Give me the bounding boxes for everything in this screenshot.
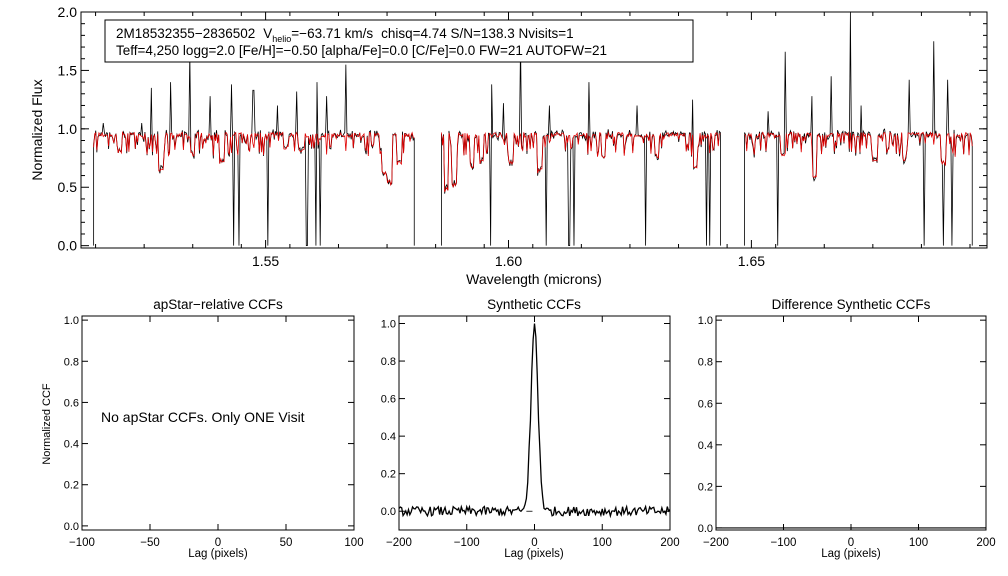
apstar-ccf-xlabel: Lag (pixels)	[188, 548, 248, 560]
synthetic-ccf-title: Synthetic CCFs	[487, 297, 581, 312]
synthetic-ccf-xtick-label: 200	[660, 537, 679, 549]
synthetic-ccf-data	[398, 323, 671, 519]
fit-stats: chisq=4.74 S/N=138.3 Nvisits=1	[381, 26, 574, 41]
synthetic-ccf-ytick-label: 0.8	[381, 356, 396, 368]
observed-spectrum-chip-2	[441, 41, 721, 247]
spectrum-xtick-label: 1.60	[495, 253, 522, 269]
synthetic-ccf-panel: Synthetic CCFs Lag (pixels) −200 −100 0 100…	[381, 297, 680, 560]
difference-ccf-panel: Difference Synthetic CCFs Lag (pixels) −…	[698, 297, 996, 560]
vhelio-value: =−63.71 km/s	[291, 26, 373, 41]
apstar-ccf-ytick-label: 0.4	[64, 439, 79, 451]
synthetic-ccf-ytick-label: 1.0	[381, 319, 396, 331]
synthetic-ccf-xtick-label: 0	[531, 537, 537, 549]
difference-ccf-ytick-label: 0.2	[698, 481, 713, 493]
apstar-ccf-panel: apStar−relative CCFs No apStar CCFs. Onl…	[41, 297, 364, 560]
apstar-ccf-ytick-label: 1.0	[64, 315, 79, 327]
spectrum-xtick-label: 1.55	[252, 253, 279, 269]
spectrum-ytick-label: 2.0	[58, 4, 78, 20]
synthetic-ccf-xtick-label: −100	[454, 537, 480, 549]
apstar-ccf-ytick-label: 0.2	[64, 480, 79, 492]
difference-ccf-xtick-label: 200	[976, 537, 995, 549]
vhelio-subscript: helio	[272, 34, 291, 44]
difference-ccf-xtick-label: −100	[771, 537, 797, 549]
difference-ccf-xtick-label: 0	[848, 537, 854, 549]
model-spectrum-chip-2	[441, 130, 721, 192]
apstar-ccf-ylabel: Normalized CCF	[41, 383, 53, 465]
apstar-ccf-xtick-label: 0	[215, 537, 221, 549]
apstar-ccf-annotation: No apStar CCFs. Only ONE Visit	[101, 409, 305, 425]
difference-ccf-xlabel: Lag (pixels)	[821, 548, 881, 560]
spectrum-info-line2: Teff=4,250 logg=2.0 [Fe/H]=−0.50 [alpha/…	[116, 43, 607, 58]
spectrum-ytick-label: 1.5	[58, 62, 78, 78]
synthetic-ccf-xtick-label: −200	[386, 537, 412, 549]
spectrum-ytick-label: 0.0	[58, 238, 78, 254]
spectrum-y-ticks: 0.0 0.5 1.0 1.5 2.0	[58, 4, 987, 254]
spectrum-info-line1: 2M18532355−2836502 Vhelio=−63.71 km/s chis…	[116, 26, 574, 44]
spectrum-ytick-label: 0.5	[58, 179, 78, 195]
model-spectrum-chip-1	[93, 130, 415, 187]
spectrum-xtick-label: 1.65	[738, 253, 765, 269]
synthetic-ccf-frame	[398, 315, 671, 531]
synthetic-ccf-xtick-label: 100	[593, 537, 612, 549]
apstar-ccf-ticks: −100 −50 0 50 100 0.0 0.2 0.4 0.6 0.8 1.0	[64, 315, 364, 549]
synthetic-ccf-ticks: −200 −100 0 100 200 0.0 0.2 0.4 0.6 0.8 1.0	[381, 316, 680, 549]
synthetic-ccf-ytick-label: 0.0	[381, 506, 396, 518]
apstar-ccf-ytick-label: 0.0	[64, 521, 79, 533]
difference-ccf-xtick-label: −200	[703, 537, 729, 549]
synthetic-ccf-ytick-label: 0.6	[381, 394, 396, 406]
vhelio-label: V	[263, 26, 272, 41]
spectrum-xlabel: Wavelength (microns)	[466, 271, 602, 287]
model-spectrum	[93, 130, 973, 192]
apstar-ccf-xtick-label: 50	[280, 537, 293, 549]
spectrum-ylabel: Normalized Flux	[29, 79, 45, 180]
synthetic-ccf-line	[398, 323, 671, 519]
apstar-ccf-xtick-label: 100	[344, 537, 363, 549]
difference-ccf-ytick-label: 0.4	[698, 440, 713, 452]
difference-ccf-ytick-label: 0.6	[698, 398, 713, 410]
apstar-ccf-ytick-label: 0.6	[64, 397, 79, 409]
synthetic-ccf-ytick-label: 0.2	[381, 469, 396, 481]
spectrum-x-ticks: 1.55 1.60 1.65	[95, 12, 971, 269]
difference-ccf-xtick-label: 100	[909, 537, 928, 549]
difference-ccf-frame	[715, 315, 987, 531]
spectrum-panel: 1.55 1.60 1.65 0.0 0.5 1.0 1.5 2.0 Wavelength …	[29, 4, 988, 287]
star-id: 2M18532355−2836502	[116, 26, 255, 41]
apstar-ccf-title: apStar−relative CCFs	[153, 297, 283, 312]
difference-ccf-ytick-label: 1.0	[698, 315, 713, 327]
difference-ccf-title: Difference Synthetic CCFs	[772, 297, 931, 312]
apstar-ccf-ytick-label: 0.8	[64, 356, 79, 368]
apstar-ccf-xtick-label: −50	[140, 537, 160, 549]
difference-ccf-ytick-label: 0.0	[698, 523, 713, 535]
synthetic-ccf-ytick-label: 0.4	[381, 431, 396, 443]
apstar-ccf-xtick-label: −100	[69, 537, 95, 549]
synthetic-ccf-xlabel: Lag (pixels)	[504, 548, 564, 560]
difference-ccf-ytick-label: 0.8	[698, 357, 713, 369]
spectrum-ytick-label: 1.0	[58, 121, 78, 137]
spectrum-frame	[80, 11, 988, 249]
observed-spectrum-chip-3	[744, 11, 973, 246]
model-spectrum-chip-3	[744, 131, 973, 179]
spectrum-info-box	[104, 19, 694, 63]
difference-ccf-ticks: −200 −100 0 100 200 0.0 0.2 0.4 0.6 0.8 1.0	[698, 315, 996, 549]
